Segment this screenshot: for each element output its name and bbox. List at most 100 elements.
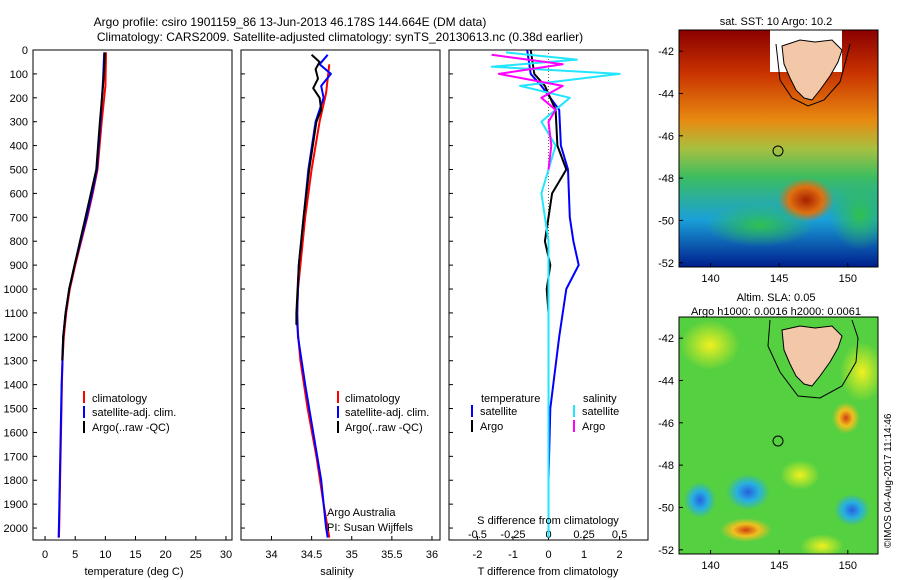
map-lon-tick-label: 150 bbox=[839, 273, 857, 285]
difference-series-group bbox=[490, 49, 621, 538]
difference-t-tick-label: -1 bbox=[508, 549, 518, 561]
map-lat-tick-label: -48 bbox=[658, 173, 674, 185]
map-lat-tick-label: -48 bbox=[658, 460, 674, 472]
depth-tick-label: 0 bbox=[22, 45, 28, 57]
difference-s-tick-label: -0.5 bbox=[468, 529, 487, 541]
sla-blue-southwest bbox=[684, 482, 716, 518]
legend-label-climatology: climatology bbox=[345, 393, 401, 405]
sst-map-axis: -42 -44 -46 -48 -50 -52 140 145 150 bbox=[658, 46, 857, 285]
map-lat-tick-label: -46 bbox=[658, 418, 674, 430]
map-lon-tick-label: 150 bbox=[839, 560, 857, 572]
figure-title-line2: Climatology: CARS2009. Satellite-adjuste… bbox=[97, 30, 583, 44]
sla-blue-east bbox=[834, 494, 870, 526]
sla-orange-east bbox=[832, 402, 860, 434]
salinity-series-group bbox=[295, 54, 332, 538]
depth-tick-label: 600 bbox=[10, 188, 28, 200]
depth-tick-label: 300 bbox=[10, 117, 28, 129]
sst-coast-contour bbox=[775, 43, 851, 107]
sla-map bbox=[679, 317, 878, 554]
depth-tick-label: 2000 bbox=[4, 523, 28, 535]
difference-s-tick-label: 0.25 bbox=[573, 529, 594, 541]
credit-argo-australia: Argo Australia bbox=[327, 507, 396, 519]
salinity-x-tick-label: 36 bbox=[426, 549, 438, 561]
legend-label-climatology: climatology bbox=[92, 393, 148, 405]
map-lat-tick-label: -44 bbox=[658, 88, 674, 100]
depth-tick-label: 1300 bbox=[4, 356, 28, 368]
sla-float-marker bbox=[772, 435, 784, 447]
depth-tick-label: 1200 bbox=[4, 332, 28, 344]
salinity-legend: climatology satellite-adj. clim. Argo(..… bbox=[337, 391, 429, 434]
salinity-axis: 34 34.5 35 35.5 36 bbox=[265, 536, 438, 561]
salinity-satellite-line bbox=[296, 54, 332, 538]
sla-yellow-northwest bbox=[680, 320, 740, 370]
temperature-x-tick-label: 30 bbox=[220, 549, 232, 561]
temperature-xlabel: temperature (deg C) bbox=[84, 566, 183, 578]
temperature-panel-frame bbox=[32, 49, 233, 541]
depth-tick-label: 1500 bbox=[4, 404, 28, 416]
temperature-x-tick-label: 25 bbox=[190, 549, 202, 561]
difference-t-tick-label: -2 bbox=[473, 549, 483, 561]
salinity-difference-label: S difference from climatology bbox=[477, 515, 619, 527]
salinity-argo-line bbox=[295, 54, 323, 325]
salinity-x-tick-label: 34.5 bbox=[301, 549, 322, 561]
depth-tick-label: 1400 bbox=[4, 380, 28, 392]
salinity-panel-frame bbox=[240, 49, 441, 541]
difference-s-argo-line bbox=[491, 53, 564, 170]
sst-map bbox=[679, 30, 878, 267]
depth-axis: 0 100 200 300 400 500 600 700 800 900 1000 1100 1200… bbox=[4, 45, 453, 535]
sla-map-axis: -42 -44 -46 -48 -50 -52 140 145 150 bbox=[658, 333, 857, 572]
map-lat-tick-label: -50 bbox=[658, 215, 674, 227]
sst-map-frame bbox=[678, 29, 879, 268]
temperature-x-tick-label: 5 bbox=[72, 549, 78, 561]
legend-label-t-argo: Argo bbox=[480, 421, 503, 433]
depth-tick-label: 1800 bbox=[4, 475, 28, 487]
sla-blue-center bbox=[726, 474, 770, 510]
legend-label-satellite: satellite-adj. clim. bbox=[345, 407, 429, 419]
difference-s-tick-label: -0.25 bbox=[500, 529, 525, 541]
legend-label-s-argo: Argo bbox=[582, 421, 605, 433]
legend-label-satellite: satellite-adj. clim. bbox=[92, 407, 176, 419]
temperature-axis: 0 5 10 15 20 25 30 bbox=[42, 536, 232, 561]
map-lat-tick-label: -52 bbox=[658, 545, 674, 557]
sst-green-east bbox=[830, 180, 878, 250]
sst-green-tongue bbox=[705, 203, 815, 247]
sla-map-frame bbox=[678, 316, 879, 555]
temperature-x-tick-label: 10 bbox=[99, 549, 111, 561]
map-lat-tick-label: -42 bbox=[658, 46, 674, 58]
difference-t-tick-label: 1 bbox=[581, 549, 587, 561]
map-lon-tick-label: 145 bbox=[770, 273, 788, 285]
depth-tick-label: 700 bbox=[10, 212, 28, 224]
legend-label-argo: Argo(..raw -QC) bbox=[345, 422, 423, 434]
depth-tick-label: 1100 bbox=[4, 308, 28, 320]
salinity-xlabel: salinity bbox=[320, 566, 354, 578]
map-lat-tick-label: -46 bbox=[658, 131, 674, 143]
difference-s-tick-label: 0.5 bbox=[612, 529, 627, 541]
sla-yellow-southeast bbox=[800, 534, 844, 554]
salinity-x-tick-label: 34 bbox=[265, 549, 277, 561]
difference-axis: -2 -1 0 1 2-0.5 -0.25 0 0.25 0.5 bbox=[468, 529, 627, 561]
depth-tick-label: 900 bbox=[10, 260, 28, 272]
depth-tick-label: 400 bbox=[10, 141, 28, 153]
salinity-x-tick-label: 35.5 bbox=[381, 549, 402, 561]
sst-map-title: sat. SST: 10 Argo: 10.2 bbox=[720, 16, 833, 28]
depth-tick-label: 500 bbox=[10, 165, 28, 177]
credit-pi-name: PI: Susan Wijffels bbox=[327, 522, 413, 534]
map-lat-tick-label: -52 bbox=[658, 258, 674, 270]
temperature-x-tick-label: 15 bbox=[129, 549, 141, 561]
depth-tick-label: 1600 bbox=[4, 427, 28, 439]
depth-tick-label: 100 bbox=[10, 69, 28, 81]
map-lat-tick-label: -42 bbox=[658, 333, 674, 345]
depth-tick-label: 1900 bbox=[4, 499, 28, 511]
temperature-x-tick-label: 0 bbox=[42, 549, 48, 561]
difference-legend: temperature salinity satellite Argo sate… bbox=[471, 393, 619, 433]
temperature-argo-line bbox=[61, 52, 106, 361]
sla-map-title-line2: Argo h1000: 0.0016 h2000: 0.0061 bbox=[691, 306, 861, 318]
legend-heading-salinity: salinity bbox=[583, 393, 617, 405]
map-lat-tick-label: -50 bbox=[658, 502, 674, 514]
sla-orange-south bbox=[720, 518, 772, 542]
difference-t-tick-label: 0 bbox=[545, 549, 551, 561]
imos-credit: ©IMOS 04-Aug-2017 11:14:46 bbox=[883, 413, 894, 548]
legend-label-s-satellite: satellite bbox=[582, 406, 619, 418]
temperature-satellite-line bbox=[57, 52, 106, 538]
